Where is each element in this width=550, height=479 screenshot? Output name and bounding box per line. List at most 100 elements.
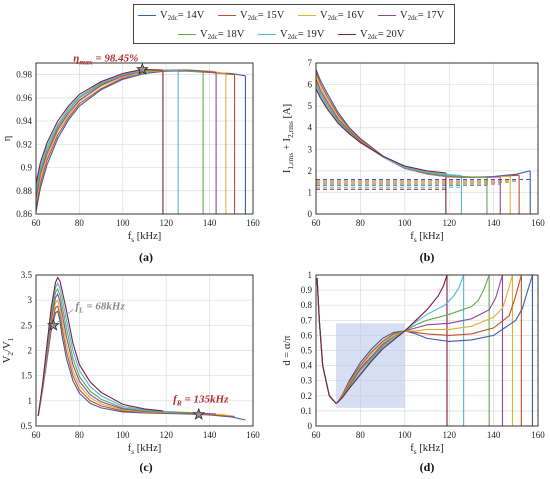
panel-label: (c) (139, 460, 152, 474)
legend-value: = 14V (177, 9, 205, 21)
y-tick-label: 0.88 (16, 186, 32, 196)
legend-value: = 20V (377, 28, 405, 40)
annotation-symbol: f (75, 300, 80, 312)
y-axis-label-main: I (282, 169, 293, 173)
legend-label: V (240, 9, 248, 21)
axes-box (315, 274, 539, 427)
y-axis-label: d = α/π (282, 335, 293, 366)
y-axis-label-unit: [A] (282, 104, 293, 121)
y-tick-label: 0.9 (301, 285, 313, 295)
x-tick-label: 60 (32, 218, 42, 228)
x-tick-label: 160 (246, 218, 260, 228)
panel-label: (a) (139, 250, 153, 264)
y-tick-label: 0.6 (301, 330, 313, 340)
annotation-text: = 135kHz (182, 393, 229, 405)
x-tick-label: 80 (356, 218, 366, 228)
x-axis-label-sub: s (414, 235, 417, 244)
x-tick-label: 140 (487, 218, 501, 228)
y-tick-label: 0.1 (301, 406, 312, 416)
y-tick-label: 0.5 (21, 421, 33, 431)
annotation-sub: max (79, 57, 93, 66)
y-tick-label: 0.94 (16, 116, 32, 126)
x-axis-label: fs [kHz] (128, 443, 162, 456)
y-axis-label: I1,rms + I2,rms [A] (282, 104, 295, 173)
y-tick-label: 0.98 (16, 70, 32, 80)
y-axis-label-sub: 2 (6, 352, 15, 356)
series-line (316, 275, 448, 405)
legend-swatch (338, 33, 356, 35)
y-tick-label: 0 (308, 421, 313, 431)
y-tick-label: 0.4 (301, 361, 313, 371)
legend-label-sub: 2dc (287, 33, 298, 41)
y-tick-label: 1.5 (21, 371, 33, 381)
plot-area (36, 63, 253, 214)
chart-panel-a: 60 80 100 120 140 160 0.86 0.88 0.9 0.92 0.94 0.96 0… (2, 52, 260, 264)
legend-value: = 15V (257, 9, 285, 21)
legend-item: V 2dc = 14V (138, 7, 204, 23)
legend-label-sub: 2dc (247, 14, 258, 22)
annotation-sub: R (176, 398, 182, 407)
legend-item: V 2dc = 15V (218, 7, 284, 23)
y-tick-label: 1 (308, 187, 313, 197)
y-axis-label-main: V (2, 355, 13, 363)
annotation-text: = 68kHz (84, 300, 126, 312)
legend-swatch (298, 14, 316, 16)
legend-item: V 2dc = 19V (258, 26, 324, 42)
resonance-high-marker (192, 407, 206, 420)
y-tick-label: 0.96 (16, 93, 32, 103)
legend-swatch (138, 14, 156, 16)
y-tick-label: 0.3 (301, 376, 313, 386)
x-axis-label-sub: s (414, 447, 417, 456)
resonance-high-label: fR = 135kHz (173, 393, 229, 407)
x-axis-label: fs [kHz] (410, 443, 444, 456)
y-tick-label: 3 (308, 144, 313, 154)
y-tick-label: 2 (308, 166, 313, 176)
x-axis-label-unit: [kHz] (134, 231, 161, 242)
legend-label: V (280, 28, 288, 40)
series-line (316, 88, 446, 174)
x-tick-label: 140 (203, 218, 217, 228)
y-tick-label: 1 (308, 270, 313, 280)
y-tick-label: 4 (308, 123, 313, 133)
y-tick-label: 7 (308, 58, 313, 68)
y-axis-label: V2/V1 (2, 337, 15, 363)
x-tick-label: 140 (487, 430, 501, 440)
legend-swatch (258, 33, 276, 35)
x-axis-label-sub: s (131, 447, 134, 456)
y-tick-label: 0.8 (301, 300, 313, 310)
y-axis-label: η (2, 136, 13, 142)
x-axis-label-main: f (410, 443, 414, 454)
x-tick-label: 160 (531, 430, 545, 440)
legend-value: = 18V (217, 28, 245, 40)
y-tick-label: 0.92 (16, 139, 32, 149)
legend-label-sub: 2dc (327, 14, 338, 22)
legend-label: V (360, 28, 368, 40)
y-axis-label-sub: 1 (6, 337, 15, 341)
x-axis-label-unit: [kHz] (134, 443, 161, 454)
max-efficiency-marker (136, 62, 149, 75)
x-axis-label-main: f (128, 443, 132, 454)
y-axis-label-sub: 2,rms (286, 121, 295, 138)
legend-item: V 2dc = 17V (378, 7, 444, 23)
annotation-leader (57, 309, 74, 323)
y-axis-label-mid: /V (2, 341, 13, 352)
x-tick-label: 100 (116, 430, 130, 440)
legend-item: V 2dc = 18V (178, 26, 244, 42)
legend-value: = 19V (297, 28, 325, 40)
legend-swatch (378, 14, 396, 16)
x-axis-label-unit: [kHz] (417, 231, 444, 242)
y-tick-label: 0.5 (301, 346, 313, 356)
legend-label-sub: 2dc (207, 33, 218, 41)
annotation-symbol: η (73, 52, 79, 64)
x-tick-label: 80 (75, 430, 85, 440)
y-tick-label: 0.2 (301, 391, 312, 401)
legend-value: = 17V (417, 9, 445, 21)
x-axis-label: fs [kHz] (410, 231, 444, 244)
x-axis-label-sub: s (131, 235, 134, 244)
plot-area (316, 63, 538, 214)
chart-panel-d: 60 80 100 120 140 160 0 0.1 0.2 0.3 0.4 0.5 0.6 0.7 0.… (282, 270, 545, 474)
annotation-text: = 98.45% (93, 52, 139, 64)
legend-label: V (400, 9, 408, 21)
